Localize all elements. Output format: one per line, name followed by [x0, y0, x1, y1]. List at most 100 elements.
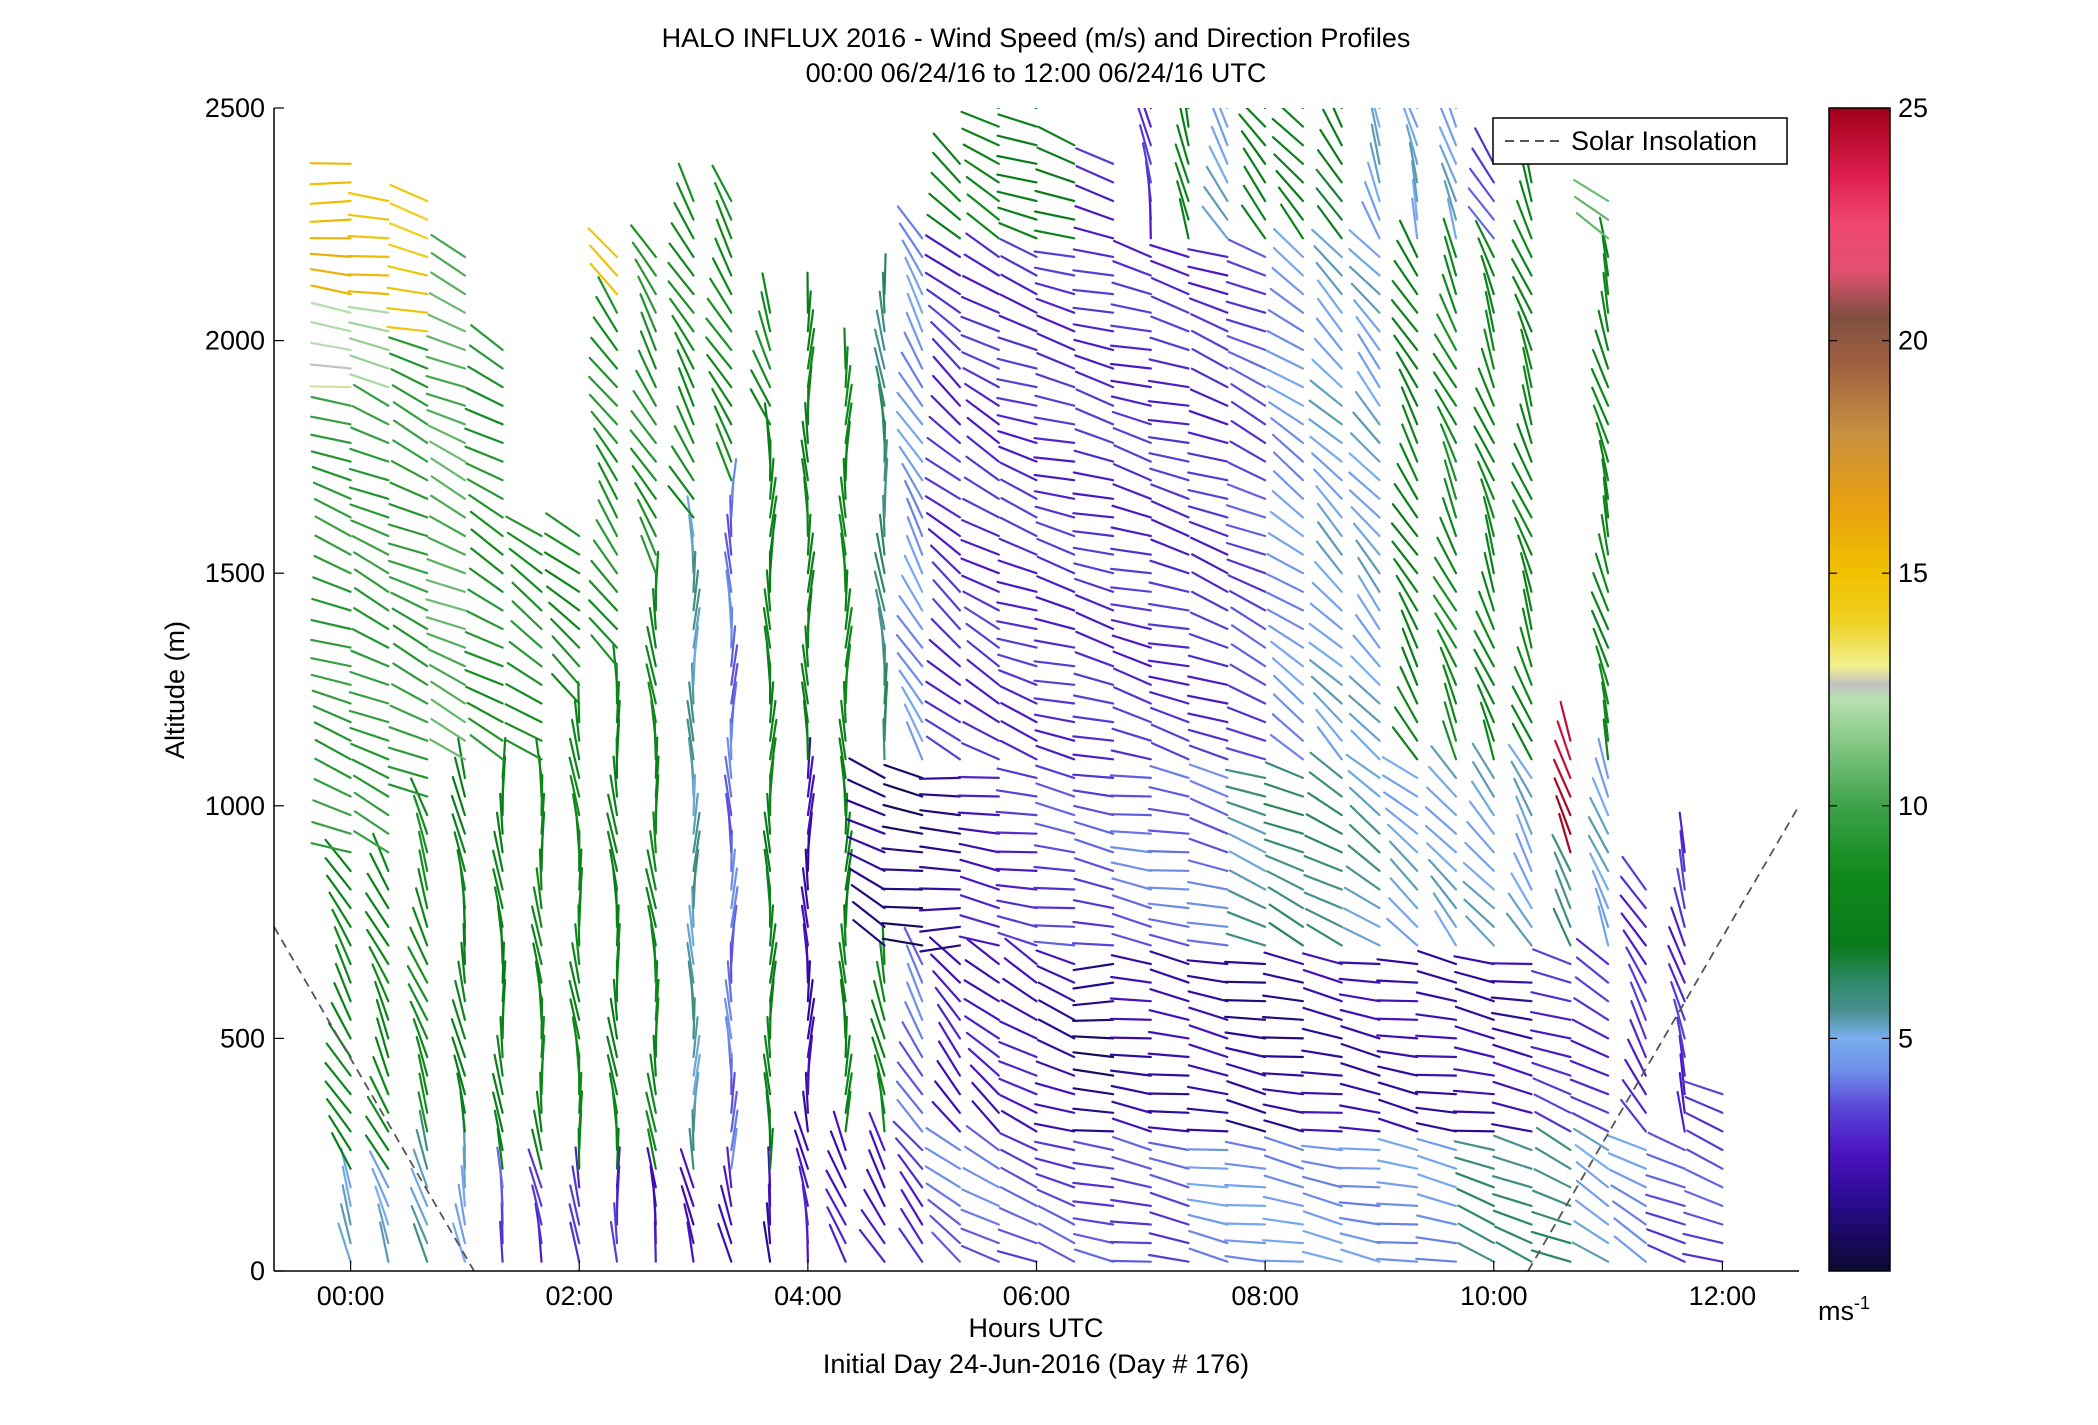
wind-vector [1510, 481, 1533, 519]
wind-vector [1035, 1172, 1076, 1189]
wind-vector [392, 419, 429, 444]
wind-vector [428, 292, 466, 314]
wind-vector [1073, 1248, 1115, 1263]
wind-vector [412, 794, 429, 835]
wind-vector [545, 512, 581, 538]
wind-vector [1516, 423, 1533, 463]
wind-vector [1186, 959, 1229, 966]
wind-vector [1187, 248, 1229, 258]
wind-vector [925, 680, 962, 705]
wind-vector [997, 1228, 1038, 1245]
wind-vector [1309, 602, 1343, 631]
wind-vector [1229, 663, 1267, 686]
wind-vector [668, 465, 695, 500]
wind-vector [793, 1129, 810, 1170]
wind-vector [534, 960, 543, 1003]
wind-vector [1072, 248, 1115, 258]
wind-vector [1113, 667, 1152, 686]
wind-vector [351, 535, 390, 556]
wind-vector [801, 458, 810, 500]
wind-vector [1186, 1085, 1229, 1096]
wind-vector [1515, 795, 1533, 835]
wind-vector [1308, 622, 1343, 649]
wind-vector [1415, 1236, 1458, 1245]
wind-vector [645, 644, 657, 686]
wind-vector [1224, 998, 1267, 1003]
wind-vector [1572, 1127, 1610, 1152]
wind-vector [1531, 1061, 1572, 1077]
wind-vector [934, 986, 962, 1021]
wind-vector [1553, 851, 1572, 891]
wind-vector [1227, 238, 1267, 258]
wind-vector [1226, 558, 1267, 575]
wind-vector [1300, 1071, 1343, 1077]
wind-vector [1338, 961, 1381, 966]
wind-vector [348, 337, 390, 351]
wind-vector [730, 644, 739, 686]
wind-vector [639, 516, 657, 556]
wind-vector [452, 1222, 466, 1263]
wind-vector [313, 554, 352, 575]
wind-vector [335, 944, 352, 984]
wind-vector [1072, 512, 1115, 519]
wind-vector [425, 375, 466, 389]
wind-vector [511, 600, 543, 631]
chart-subtitle: 00:00 06/24/16 to 12:00 06/24/16 UTC [806, 58, 1267, 88]
wind-vector [506, 662, 543, 686]
colorbar-tick-label: 15 [1898, 558, 1928, 588]
wind-vector [427, 313, 466, 333]
wind-vector [670, 445, 695, 482]
wind-vector [846, 835, 886, 854]
wind-vector [881, 868, 924, 873]
wind-vector [1302, 1192, 1343, 1208]
wind-vector [412, 1148, 429, 1189]
wind-vector [881, 921, 924, 928]
wind-vector [960, 538, 1000, 556]
wind-vector [839, 476, 847, 519]
wind-vector [730, 625, 737, 668]
wind-vector [1109, 362, 1152, 370]
wind-vector [1453, 955, 1495, 966]
wind-vector [1109, 830, 1152, 835]
wind-vector [1686, 1129, 1724, 1152]
wind-vector [1390, 299, 1419, 333]
wind-vector [571, 1165, 581, 1208]
wind-vector [996, 357, 1038, 370]
wind-vector [348, 709, 390, 724]
wind-vector [1186, 471, 1229, 482]
wind-vector [1393, 334, 1419, 370]
wind-vector [999, 238, 1038, 258]
wind-vector [1224, 1239, 1267, 1245]
wind-vector [1000, 478, 1038, 500]
wind-vector [1434, 612, 1458, 649]
wind-vector [1073, 226, 1115, 240]
wind-vector [1225, 504, 1267, 519]
wind-vector [311, 689, 352, 705]
wind-vector [1226, 706, 1267, 724]
wind-vector [1473, 406, 1495, 444]
wind-vector [337, 1222, 352, 1263]
wind-vector [534, 1202, 543, 1245]
wind-vector [465, 609, 504, 631]
wind-vector [1471, 147, 1495, 184]
wind-vector [1645, 1174, 1686, 1189]
wind-vector [1316, 205, 1343, 240]
wind-vector [464, 445, 504, 463]
wind-vector [1369, 142, 1381, 184]
wind-vector [568, 1203, 581, 1245]
wind-vector [1515, 832, 1533, 873]
wind-vector [587, 227, 619, 258]
wind-vector [1676, 1090, 1686, 1133]
wind-vector [1230, 420, 1267, 444]
wind-vector [1230, 643, 1267, 668]
wind-vector [802, 923, 810, 966]
wind-vector [464, 668, 504, 686]
wind-vector [670, 222, 695, 258]
wind-vector [919, 826, 962, 835]
wind-vector [429, 515, 466, 538]
wind-vector [1393, 557, 1419, 593]
wind-vector [646, 849, 657, 891]
y-tick-label: 2000 [205, 326, 265, 356]
wind-vector [906, 497, 924, 538]
wind-vector [1591, 776, 1610, 817]
